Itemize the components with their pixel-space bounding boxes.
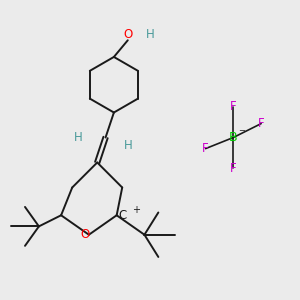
Text: F: F <box>202 142 209 155</box>
Text: O: O <box>123 28 132 41</box>
Text: H: H <box>123 139 132 152</box>
Text: O: O <box>80 228 89 241</box>
Text: F: F <box>230 100 237 113</box>
Text: F: F <box>230 162 237 175</box>
Text: F: F <box>258 117 264 130</box>
Text: B: B <box>229 131 238 144</box>
Text: C: C <box>118 209 126 222</box>
Text: +: + <box>132 205 140 215</box>
Text: H: H <box>146 28 154 41</box>
Text: H: H <box>74 131 82 144</box>
Text: −: − <box>238 126 245 135</box>
